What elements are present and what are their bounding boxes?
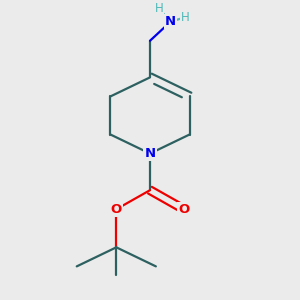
Text: O: O <box>178 203 189 216</box>
Text: H: H <box>181 11 190 24</box>
Text: H: H <box>154 2 163 15</box>
Text: N: N <box>165 15 176 28</box>
Text: N: N <box>144 147 156 160</box>
Text: O: O <box>111 203 122 216</box>
